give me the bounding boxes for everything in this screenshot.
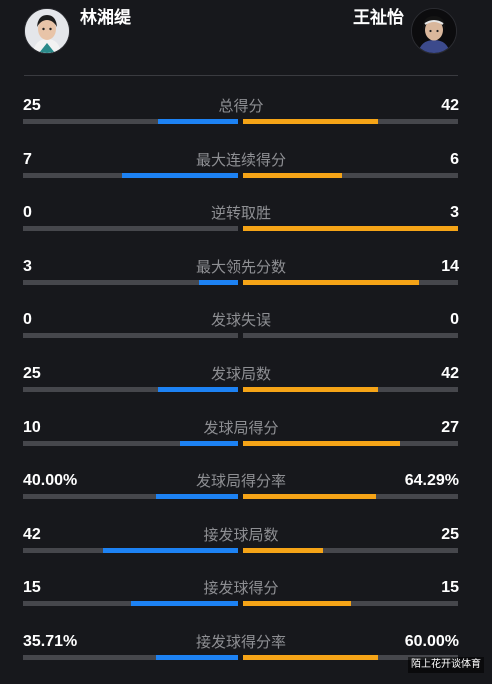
stat-right-bar [243,226,458,232]
stat-row: 25 总得分 42 [0,95,492,148]
stat-left-bar-fill [199,279,238,285]
stat-right-value: 15 [441,579,459,597]
stat-row: 0 逆转取胜 3 [0,202,492,255]
stat-row: 10 发球局得分 27 [0,417,492,470]
stat-left-value: 40.00% [23,472,78,490]
stat-right-bar-fill [243,387,379,392]
stat-left-value: 0 [23,204,32,222]
stat-label: 接发球得分率 [195,633,286,651]
stat-right-bar [243,387,458,392]
stat-right-value: 42 [441,97,459,114]
stat-right-bar [243,119,458,124]
player-right-avatar[interactable] [411,8,457,54]
stat-left-bar [23,333,238,339]
stat-row: 40.00% 发球局得分率 64.29% [0,470,492,523]
stat-right-value: 27 [441,418,459,436]
stat-left-value: 7 [23,150,32,168]
player-left-photo [25,9,69,53]
stat-right-bar-fill [243,601,351,607]
stat-left-bar [23,226,238,232]
stat-row: 7 最大连续得分 6 [0,149,492,202]
stat-right-value: 0 [450,311,459,329]
stat-right-bar-fill [243,119,379,124]
stat-right-value: 60.00% [404,633,459,650]
match-header: 林湘缇 王祉怡 [0,0,492,76]
stat-right-bar-fill [243,172,342,178]
stat-row: 25 发球局数 42 [0,363,492,416]
stat-right-bar [243,279,458,285]
stat-left-value: 42 [23,525,41,543]
stat-left-value: 0 [23,311,32,329]
stat-left-bar-fill [158,387,238,392]
stat-right-bar-fill [243,279,420,285]
stat-right-bar-fill [243,226,458,232]
stat-label: 发球失误 [210,311,271,330]
stat-row: 0 发球失误 0 [0,309,492,362]
stat-right-bar-fill [243,440,400,446]
stat-label: 最大连续得分 [195,150,286,169]
stat-label: 总得分 [218,97,264,115]
stat-label: 发球局数 [210,365,271,383]
stat-right-bar-fill [243,547,323,553]
stat-left-bar-fill [121,172,238,178]
stat-left-value: 35.71% [23,633,78,650]
stat-right-bar [243,440,458,446]
stat-right-value: 42 [441,365,459,382]
stat-row: 42 接发球局数 25 [0,524,492,577]
stat-label: 最大领先分数 [195,257,286,276]
stat-left-bar-fill [156,494,238,500]
stat-left-bar-fill [179,440,238,446]
stat-right-value: 3 [450,204,459,222]
stat-left-bar-fill [102,547,238,553]
stat-label: 发球局得分率 [195,472,286,491]
watermark-text: 陌上花开谈体育 [408,657,484,673]
stat-right-value: 25 [441,525,459,543]
stat-left-bar [23,547,238,553]
stat-left-bar [23,279,238,285]
stat-right-bar [243,172,458,178]
stat-left-bar [23,119,238,124]
stat-label: 逆转取胜 [210,204,271,223]
stat-row: 3 最大领先分数 14 [0,256,492,309]
stat-right-value: 14 [441,257,459,275]
header-divider [24,75,458,76]
stat-left-value: 25 [23,365,41,382]
stat-right-bar-fill [243,655,379,660]
stat-row: 15 接发球得分 15 [0,577,492,630]
stat-right-bar [243,601,458,607]
stat-label: 接发球得分 [203,579,279,598]
stat-left-bar-fill [130,601,238,607]
stat-left-bar [23,494,238,500]
player-left-name[interactable]: 林湘缇 [80,8,131,28]
stat-right-bar-fill [243,494,377,500]
player-right-name[interactable]: 王祉怡 [353,8,404,28]
stat-label: 接发球局数 [203,525,279,544]
stat-left-value: 25 [23,97,41,114]
stat-left-bar-fill [156,655,238,660]
stat-label: 发球局得分 [203,418,279,437]
stat-right-value: 64.29% [404,472,459,490]
stat-right-bar [243,547,458,553]
stat-left-bar [23,601,238,607]
stat-left-bar [23,172,238,178]
stat-left-bar [23,655,238,660]
stat-left-value: 10 [23,418,41,436]
player-right-photo [412,9,456,53]
stat-left-bar [23,440,238,446]
stat-row: 35.71% 接发球得分率 60.00% [0,631,492,684]
stat-right-value: 6 [450,150,459,168]
stat-right-bar [243,655,458,660]
stat-right-bar [243,494,458,500]
stat-left-value: 15 [23,579,41,597]
stat-left-value: 3 [23,257,32,275]
stat-left-bar [23,387,238,392]
stat-left-bar-fill [158,119,238,124]
player-left-avatar[interactable] [24,8,70,54]
stat-right-bar [243,333,458,339]
